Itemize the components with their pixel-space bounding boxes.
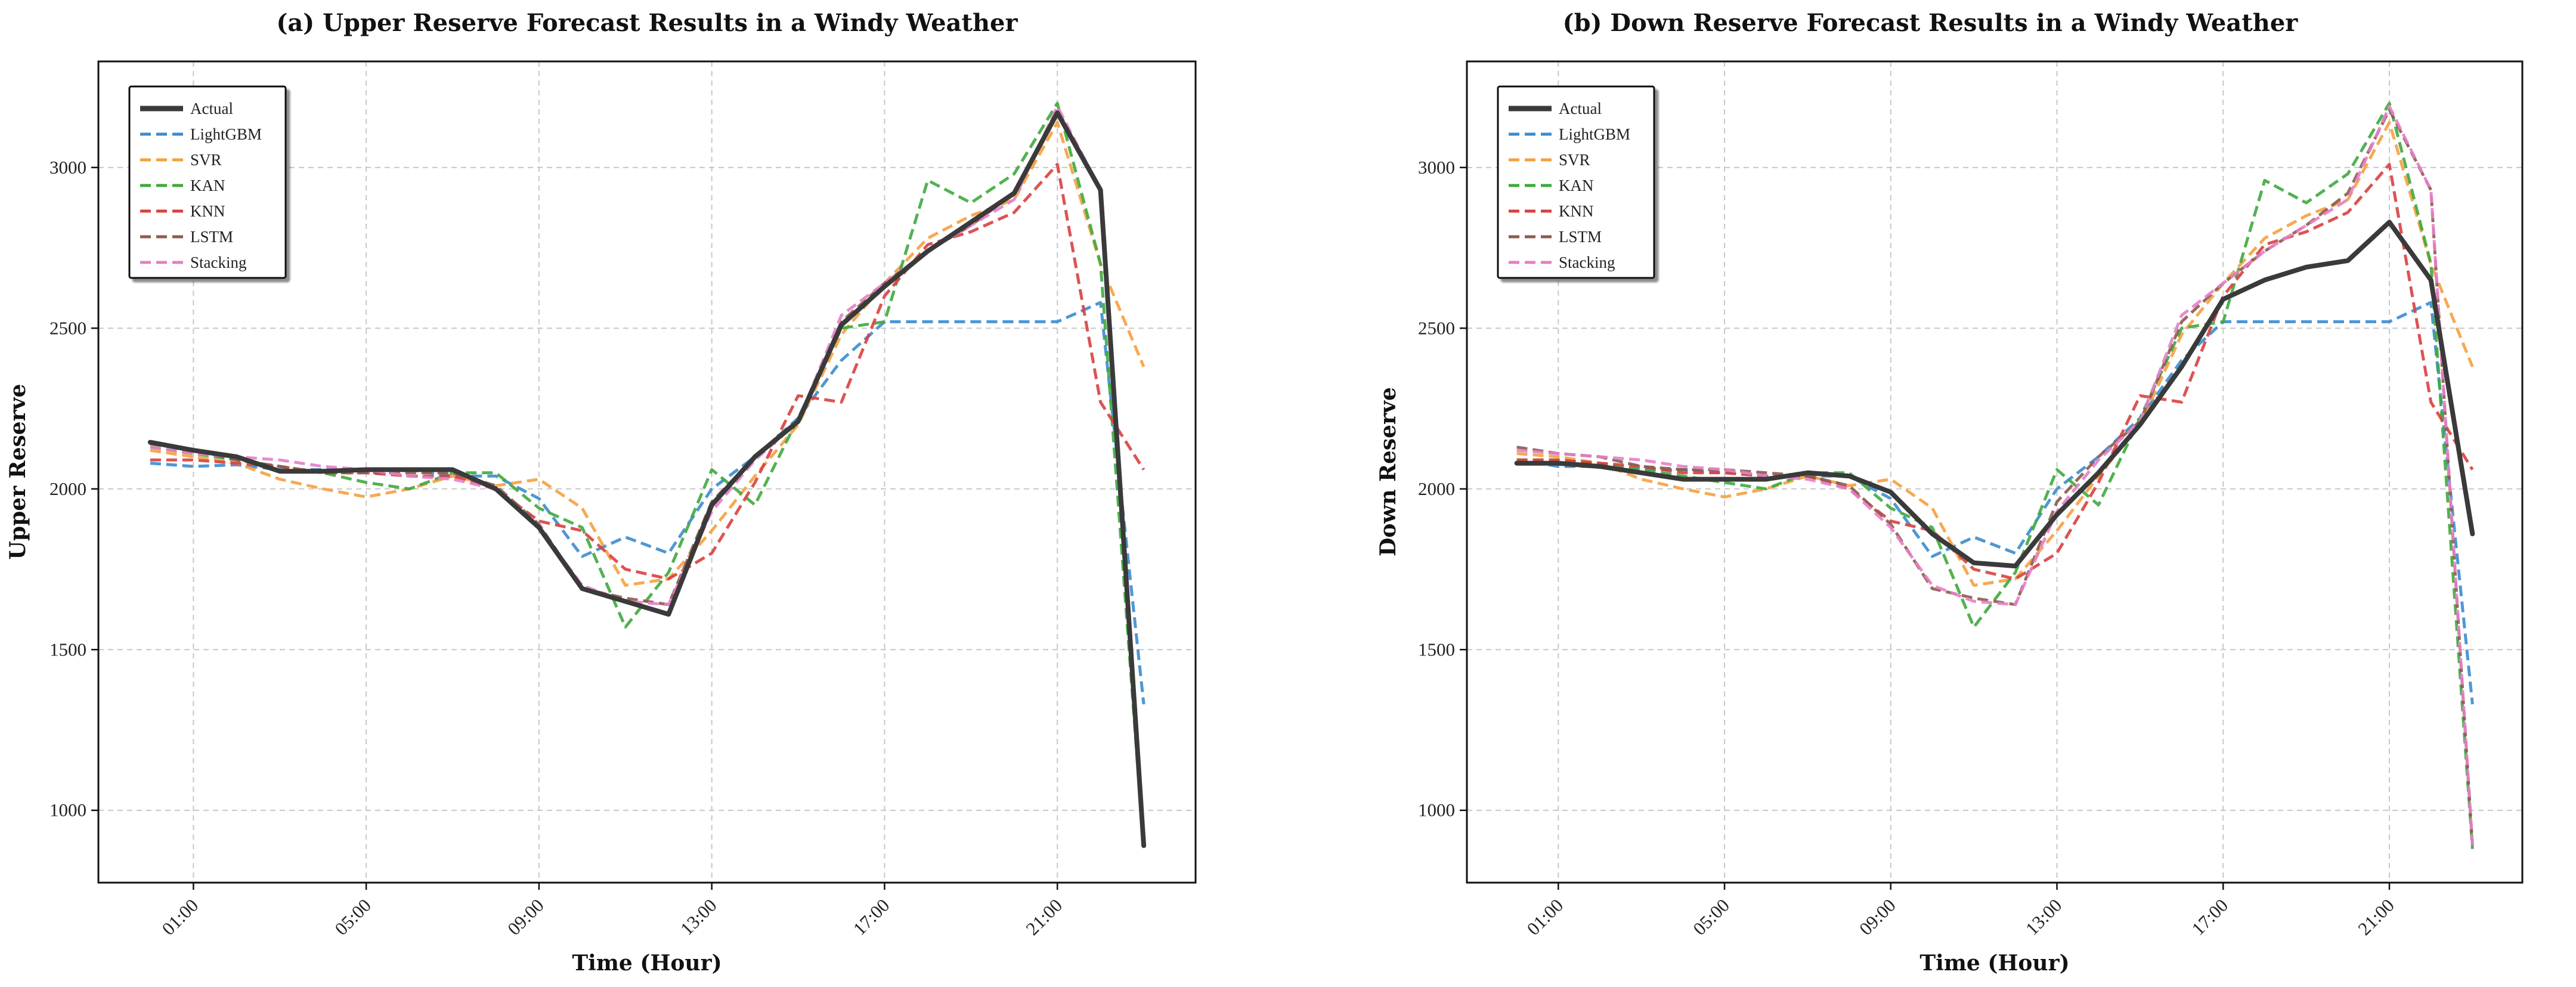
legend-box [1497, 85, 1655, 279]
x-axis-label: Time (Hour) [572, 951, 722, 976]
x-tick-label: 01:00 [158, 895, 203, 939]
legend-label-stacking: Stacking [1559, 253, 1615, 271]
chart-title: (a) Upper Reserve Forecast Results in a … [276, 9, 1018, 37]
y-tick-label: 1500 [49, 639, 86, 660]
y-tick-label: 1500 [1418, 639, 1455, 660]
series-line-kan [1516, 101, 2474, 849]
x-tick-label: 13:00 [676, 895, 721, 939]
legend-label-knn: KNN [190, 202, 225, 220]
series-line-actual [147, 110, 1147, 848]
legend-label-lightgbm: LightGBM [1559, 125, 1630, 143]
legend-label-lstm: LSTM [1559, 228, 1602, 246]
legend-label-lightgbm: LightGBM [190, 125, 262, 143]
series-line-lstm [150, 108, 1145, 846]
legend-label-stacking: Stacking [190, 253, 247, 271]
chart-panel-upper-reserve: (a) Upper Reserve Forecast Results in a … [5, 9, 1197, 976]
series-line-svr [1516, 120, 2474, 587]
legend-label-actual: Actual [1559, 100, 1602, 117]
series-line-knn [1516, 163, 2474, 581]
legend-label-knn: KNN [1559, 202, 1594, 220]
plot-frame [1466, 60, 2524, 884]
legend-label-svr: SVR [1559, 151, 1590, 169]
series-line-knn [150, 163, 1145, 581]
chart-title: (b) Down Reserve Forecast Results in a W… [1563, 9, 2299, 37]
y-tick-label: 1000 [49, 800, 86, 821]
x-axis-label: Time (Hour) [1919, 951, 2069, 976]
legend-label-kan: KAN [190, 177, 225, 194]
x-tick-label: 17:00 [2188, 895, 2233, 939]
legend-label-lstm: LSTM [190, 228, 233, 246]
legend-label-actual: Actual [190, 100, 233, 117]
legend: Actual LightGBM SVR KAN KNN LSTM Stacking [1497, 85, 1655, 279]
series-line-lightgbm [1516, 301, 2474, 705]
chart-panel-down-reserve: (b) Down Reserve Forecast Results in a W… [1376, 9, 2524, 976]
y-tick-label: 2000 [1418, 478, 1455, 499]
series-line-stacking [150, 105, 1145, 846]
legend-label-svr: SVR [190, 151, 222, 169]
y-axis-label: Down Reserve [1376, 387, 1401, 556]
legend-label-kan: KAN [1559, 177, 1594, 194]
x-tick-label: 01:00 [1523, 895, 1568, 939]
legend-box [128, 85, 287, 279]
legend: Actual LightGBM SVR KAN KNN LSTM Stacking [128, 85, 287, 279]
y-tick-label: 1000 [1418, 800, 1455, 821]
y-tick-label: 2500 [49, 317, 86, 338]
x-tick-label: 21:00 [2354, 895, 2398, 939]
series-line-stacking [1516, 105, 2474, 846]
y-tick-label: 3000 [49, 157, 86, 178]
y-axis-label: Upper Reserve [5, 384, 30, 560]
series-line-kan [150, 101, 1145, 849]
x-tick-label: 13:00 [2021, 895, 2066, 939]
x-tick-label: 09:00 [1855, 895, 1900, 939]
x-tick-label: 05:00 [1689, 895, 1733, 939]
plot-frame [97, 60, 1197, 884]
y-tick-label: 2500 [1418, 317, 1455, 338]
series-line-actual [1514, 219, 2475, 569]
series-line-lightgbm [150, 301, 1145, 705]
y-tick-label: 2000 [49, 478, 86, 499]
x-tick-label: 17:00 [849, 895, 894, 939]
x-tick-label: 21:00 [1021, 895, 1066, 939]
x-tick-label: 09:00 [503, 895, 548, 939]
series-line-svr [150, 120, 1145, 587]
x-tick-label: 05:00 [330, 895, 375, 939]
y-tick-label: 3000 [1418, 157, 1455, 178]
